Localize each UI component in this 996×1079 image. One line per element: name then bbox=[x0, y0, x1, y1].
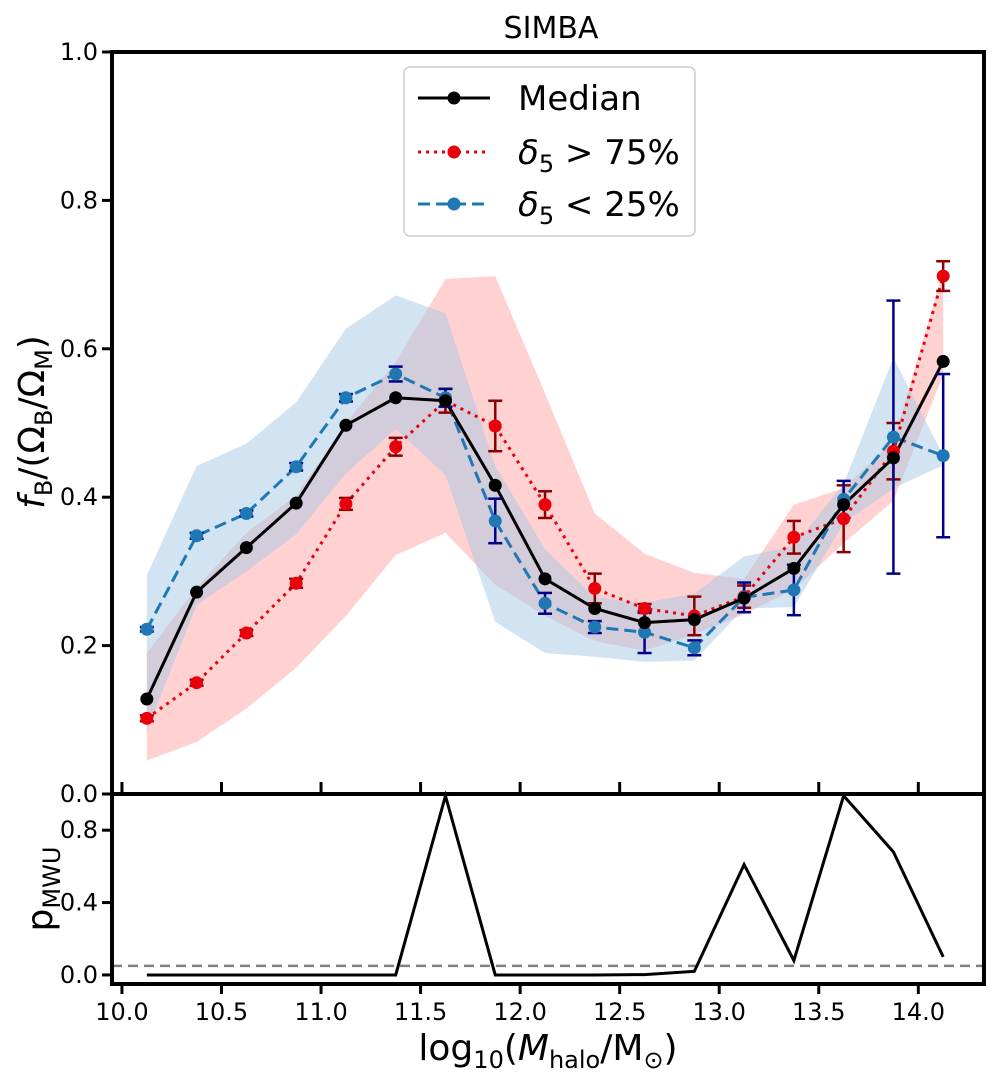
line-series-1 bbox=[145, 275, 945, 720]
x-tick-label: 14.0 bbox=[892, 998, 945, 1026]
point-series-0 bbox=[190, 585, 204, 599]
point-series-1 bbox=[339, 497, 353, 511]
point-series-0 bbox=[737, 591, 751, 605]
point-series-0 bbox=[488, 478, 502, 492]
point-series-1 bbox=[837, 512, 851, 526]
y-tick-label: 1.0 bbox=[60, 38, 98, 66]
legend: Median δ5 > 75% δ5 < 25% bbox=[403, 66, 696, 237]
point-series-2 bbox=[787, 583, 801, 597]
point-series-2 bbox=[140, 622, 154, 636]
point-series-2 bbox=[687, 641, 701, 655]
top-ticks: 0.0 0.2 0.4 0.6 0.8 1.0 bbox=[60, 38, 920, 808]
point-series-1 bbox=[787, 530, 801, 544]
x-tick-label: 12.0 bbox=[493, 998, 546, 1026]
point-series-1 bbox=[936, 269, 950, 283]
point-series-0 bbox=[389, 391, 403, 405]
point-series-2 bbox=[588, 620, 602, 634]
chart-title: SIMBA bbox=[504, 11, 599, 46]
x-tick-label: 13.5 bbox=[792, 998, 845, 1026]
point-series-0 bbox=[538, 572, 552, 586]
point-series-0 bbox=[936, 354, 950, 368]
legend-marker-2 bbox=[447, 197, 461, 211]
point-series-2 bbox=[886, 430, 900, 444]
legend-marker-1 bbox=[447, 145, 461, 159]
y-tick-label: 0.0 bbox=[60, 961, 98, 989]
x-tick-label: 12.5 bbox=[593, 998, 646, 1026]
x-tick-label: 13.0 bbox=[692, 998, 745, 1026]
point-series-0 bbox=[140, 692, 154, 706]
y-tick-label: 0.4 bbox=[60, 889, 98, 917]
point-series-1 bbox=[140, 711, 154, 725]
point-series-0 bbox=[687, 613, 701, 627]
point-series-2 bbox=[239, 507, 253, 521]
point-series-1 bbox=[588, 581, 602, 595]
point-series-0 bbox=[837, 498, 851, 512]
bottom-ticks: 0.0 0.4 0.8 10.0 10.5 11.0 11.5 12.0 12.5 13.0 13.… bbox=[60, 816, 945, 1026]
point-series-2 bbox=[538, 596, 552, 610]
x-tick-label: 10.5 bbox=[195, 998, 248, 1026]
y-tick-label: 0.2 bbox=[60, 632, 98, 660]
point-series-1 bbox=[488, 419, 502, 433]
point-series-2 bbox=[488, 514, 502, 528]
bottom-panel-frame bbox=[110, 792, 986, 986]
point-series-1 bbox=[239, 626, 253, 640]
legend-marker-0 bbox=[447, 91, 461, 105]
point-series-2 bbox=[289, 460, 303, 474]
bottom-lines bbox=[112, 790, 984, 977]
y-tick-label: 0.4 bbox=[60, 483, 98, 511]
point-series-0 bbox=[339, 418, 353, 432]
legend-label-1: δ5 > 75% bbox=[518, 133, 680, 178]
point-series-0 bbox=[787, 561, 801, 575]
y-tick-label: 0.0 bbox=[60, 780, 98, 808]
x-axis-label: log10(Mhalo/M⊙) bbox=[418, 1028, 677, 1074]
y-tick-label: 0.8 bbox=[60, 186, 98, 214]
point-series-1 bbox=[638, 602, 652, 615]
point-series-1 bbox=[289, 576, 303, 590]
point-series-0 bbox=[438, 394, 452, 408]
top-points bbox=[140, 269, 950, 725]
point-series-2 bbox=[190, 529, 204, 543]
legend-label-2: δ5 < 25% bbox=[518, 185, 680, 230]
point-series-2 bbox=[339, 391, 353, 405]
point-series-2 bbox=[936, 449, 950, 463]
point-series-1 bbox=[190, 676, 204, 690]
point-series-0 bbox=[886, 451, 900, 465]
legend-label-0: Median bbox=[518, 79, 642, 119]
top-y-axis-label: fB/(ΩB/ΩM) bbox=[12, 335, 58, 509]
point-series-0 bbox=[289, 496, 303, 510]
point-series-0 bbox=[638, 616, 652, 630]
pmwu-line bbox=[146, 790, 945, 977]
point-series-0 bbox=[588, 602, 602, 615]
x-tick-label: 11.0 bbox=[294, 998, 347, 1026]
point-series-0 bbox=[239, 541, 253, 555]
legend-box bbox=[403, 66, 696, 237]
x-tick-label: 10.0 bbox=[95, 998, 148, 1026]
point-series-1 bbox=[538, 498, 552, 512]
top-panel: 0.0 0.2 0.4 0.6 0.8 1.0 Median δ5 > 75% δ5 < 25… bbox=[60, 38, 986, 808]
y-tick-label: 0.8 bbox=[60, 816, 98, 844]
bottom-panel: 0.0 0.4 0.8 10.0 10.5 11.0 11.5 12.0 12.5 13.0 13.… bbox=[60, 790, 986, 1026]
y-tick-label: 0.6 bbox=[60, 335, 98, 363]
point-series-2 bbox=[389, 367, 403, 381]
x-tick-label: 11.5 bbox=[394, 998, 447, 1026]
bottom-y-axis-label: pMWU bbox=[20, 847, 66, 932]
point-series-2 bbox=[638, 625, 652, 639]
point-series-1 bbox=[389, 440, 403, 454]
